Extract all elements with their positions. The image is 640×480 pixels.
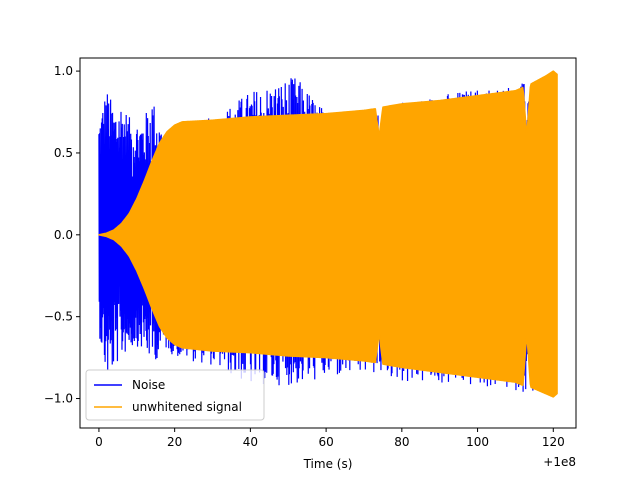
y-tick-label: 0.0	[54, 228, 73, 242]
y-tick-label: 1.0	[54, 64, 73, 78]
x-tick-label: 40	[243, 435, 258, 449]
y-tick-label: 0.5	[54, 146, 73, 160]
x-tick-label: 80	[394, 435, 409, 449]
legend-box	[85, 369, 265, 421]
x-tick-label: 20	[167, 435, 182, 449]
legend: Noise unwhitened signal	[85, 369, 265, 421]
x-tick-label: 120	[542, 435, 565, 449]
series-layer	[98, 70, 558, 398]
x-tick-label: 100	[466, 435, 489, 449]
x-axis-title: Time (s)	[303, 457, 353, 471]
x-axis-offset-label: +1e8	[543, 455, 576, 469]
series-unwhitened-signal	[98, 70, 558, 398]
legend-label-unwhitened-signal: unwhitened signal	[132, 400, 242, 414]
x-axis: 0 20 40 60 80 100 120	[95, 428, 565, 449]
y-axis: −1.0 −0.5 0.0 0.5 1.0	[44, 64, 80, 406]
y-tick-label: −1.0	[44, 392, 73, 406]
x-tick-label: 0	[95, 435, 103, 449]
x-tick-label: 60	[318, 435, 333, 449]
legend-label-noise: Noise	[132, 378, 165, 392]
y-tick-label: −0.5	[44, 310, 73, 324]
plot-frame	[79, 57, 577, 429]
